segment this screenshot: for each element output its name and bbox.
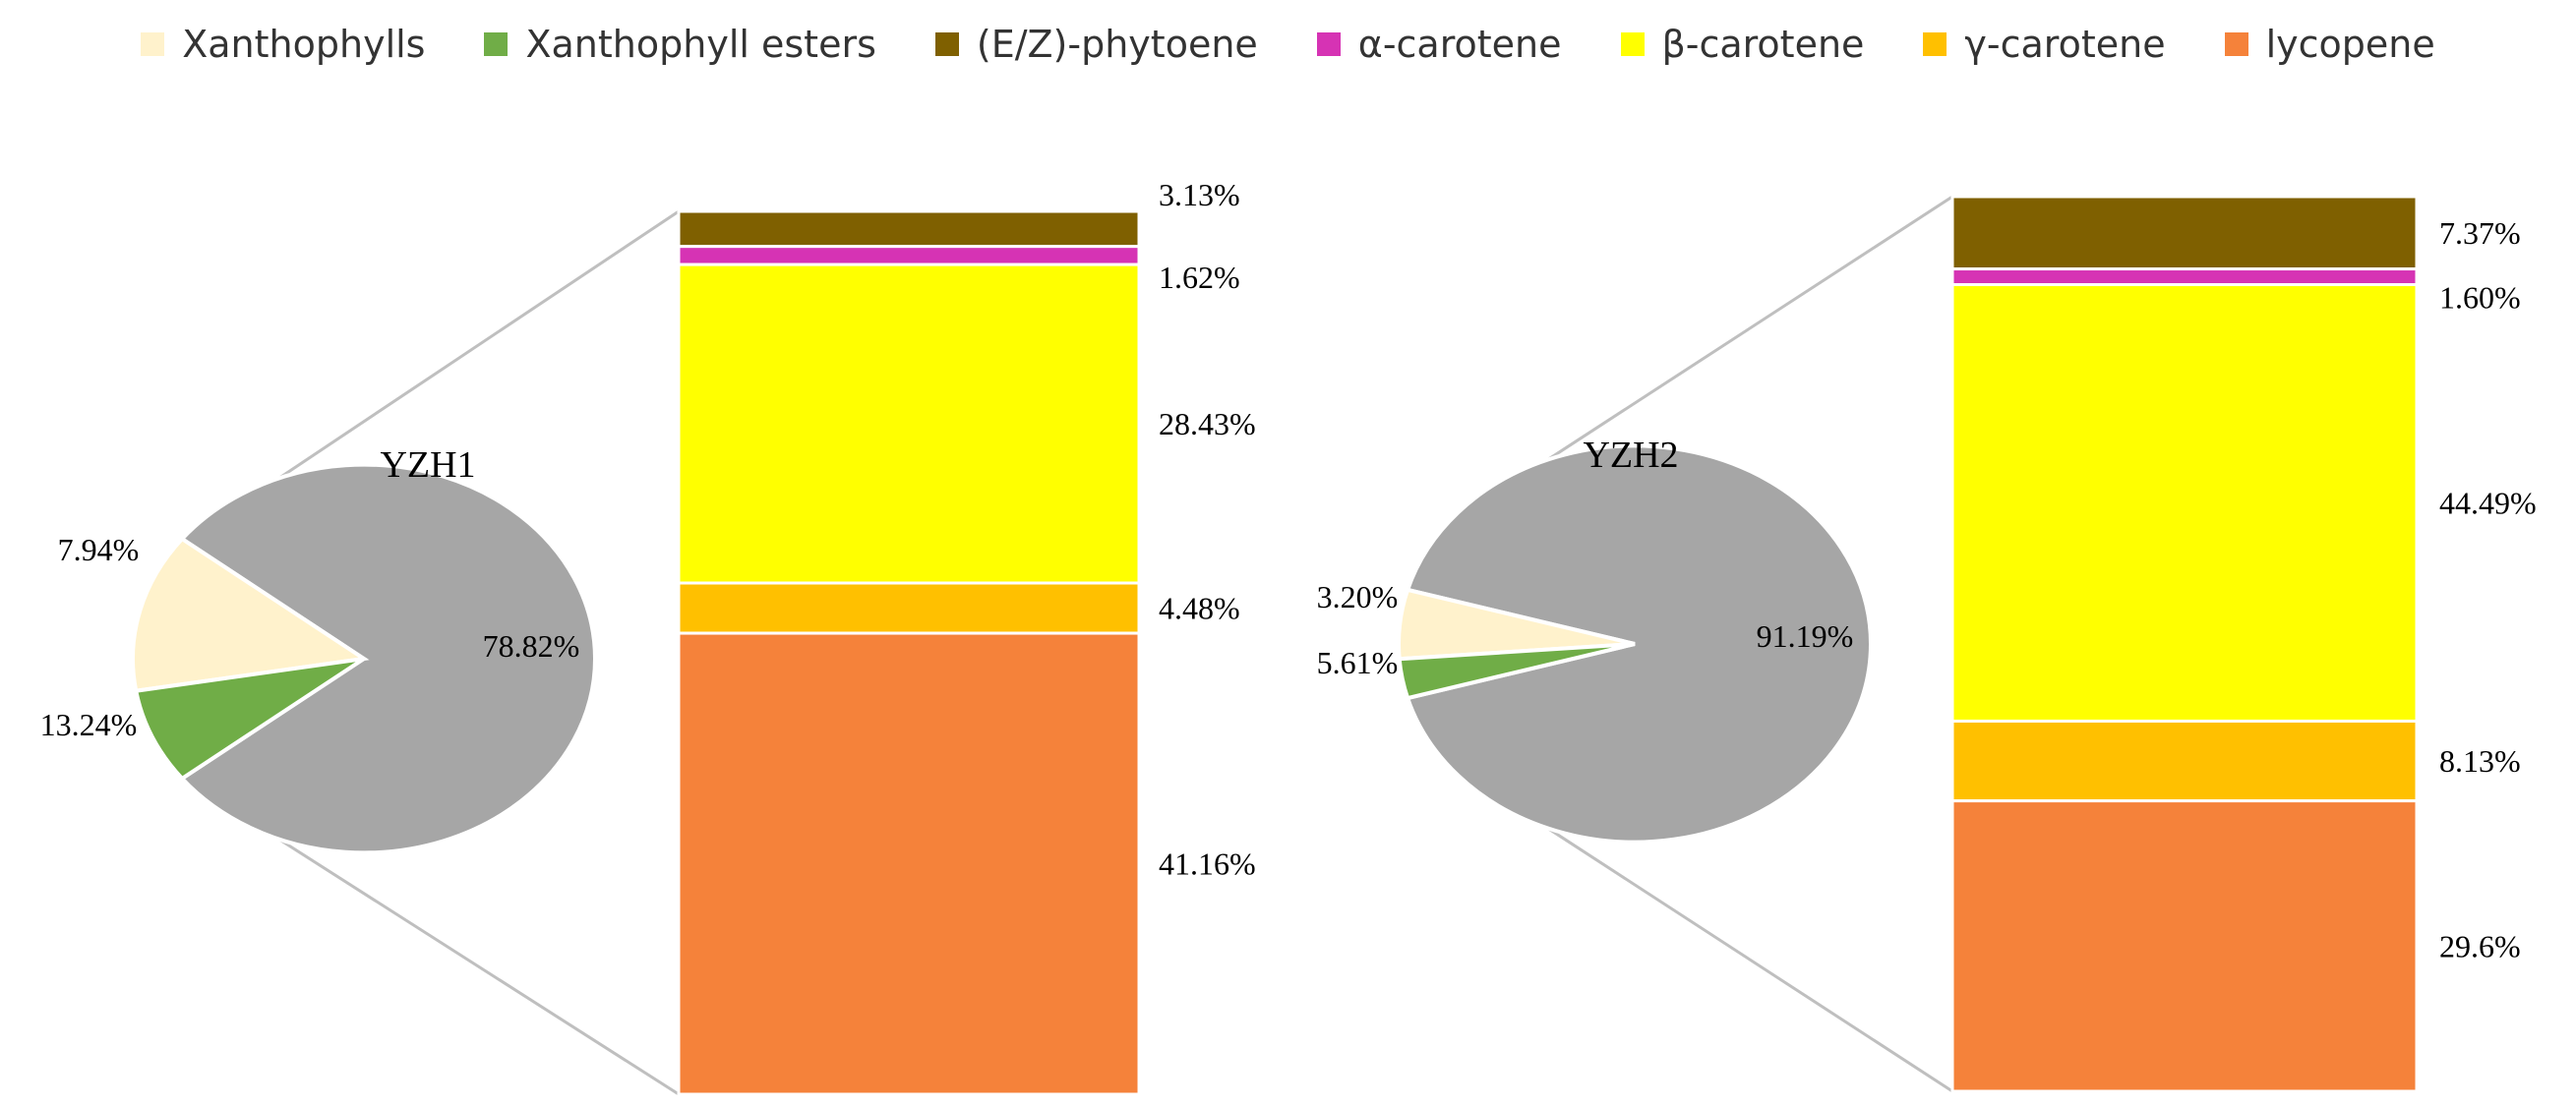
legend-swatch bbox=[2224, 32, 2248, 56]
bar-segment bbox=[1950, 719, 2419, 803]
bar-data-label: 41.16% bbox=[1159, 846, 1256, 882]
bar-segment bbox=[677, 245, 1141, 266]
bar-data-label: 28.43% bbox=[1159, 406, 1256, 441]
pie-slice bbox=[1405, 443, 1873, 845]
pie-data-label: 13.24% bbox=[40, 707, 138, 742]
legend-swatch bbox=[484, 32, 509, 56]
legend-label: Xanthophyll esters bbox=[525, 23, 876, 66]
legend-swatch bbox=[1923, 32, 1947, 56]
pie-data-label: 7.94% bbox=[58, 532, 140, 567]
pie-data-label: 5.61% bbox=[1317, 645, 1399, 680]
connector-line-top bbox=[1546, 195, 1953, 461]
pie-slice bbox=[179, 462, 597, 855]
legend-item: α-carotene bbox=[1316, 23, 1562, 66]
legend-swatch bbox=[141, 32, 165, 56]
pie-data-label: 78.82% bbox=[483, 628, 580, 664]
pie-title: YZH1 bbox=[380, 444, 475, 486]
bar-data-label: 7.37% bbox=[2439, 215, 2521, 251]
bar-segment bbox=[1950, 283, 2419, 723]
legend-item: γ-carotene bbox=[1923, 23, 2166, 66]
bar-segment bbox=[677, 631, 1141, 1096]
legend-label: γ-carotene bbox=[1964, 23, 2166, 66]
pie-data-label: 91.19% bbox=[1757, 618, 1854, 654]
pie-data-label: 3.20% bbox=[1317, 579, 1399, 614]
legend-item: (E/Z)-phytoene bbox=[934, 23, 1258, 66]
bar-data-label: 1.60% bbox=[2439, 280, 2521, 316]
pie-slice bbox=[133, 657, 366, 782]
legend-swatch bbox=[1620, 32, 1645, 56]
bar-data-label: 44.49% bbox=[2439, 485, 2537, 520]
legend-swatch bbox=[934, 32, 959, 56]
bar-segment bbox=[677, 581, 1141, 635]
bar-data-label: 3.13% bbox=[1159, 177, 1240, 212]
bar-segment bbox=[677, 209, 1141, 249]
legend-item: lycopene bbox=[2224, 23, 2435, 66]
pie-title: YZH2 bbox=[1583, 435, 1678, 476]
legend-item: Xanthophyll esters bbox=[484, 23, 876, 66]
legend-label: lycopene bbox=[2265, 23, 2435, 66]
legend-label: (E/Z)-phytoene bbox=[976, 23, 1258, 66]
legend: Xanthophylls Xanthophyll esters (E/Z)-phyt… bbox=[0, 0, 2576, 88]
bar-data-label: 8.13% bbox=[2439, 743, 2521, 779]
legend-swatch bbox=[1316, 32, 1341, 56]
legend-label: Xanthophylls bbox=[182, 23, 426, 66]
pie-slice bbox=[1397, 642, 1636, 701]
bar-data-label: 4.48% bbox=[1159, 591, 1240, 626]
connector-line-bottom bbox=[1546, 827, 1953, 1093]
pie-slice bbox=[131, 536, 370, 693]
legend-item: Xanthophylls bbox=[141, 23, 425, 66]
bar-segment bbox=[1950, 267, 2419, 287]
legend-label: β-carotene bbox=[1661, 23, 1865, 66]
bar-data-label: 29.6% bbox=[2439, 928, 2521, 963]
bar-segment bbox=[1950, 195, 2419, 271]
legend-item: β-carotene bbox=[1620, 23, 1865, 66]
bar-data-label: 1.62% bbox=[1159, 260, 1240, 295]
bar-segment bbox=[1950, 799, 2419, 1093]
connector-line-bottom bbox=[277, 838, 680, 1096]
connector-line-top bbox=[277, 209, 680, 480]
bar-segment bbox=[677, 262, 1141, 585]
legend-label: α-carotene bbox=[1357, 23, 1562, 66]
